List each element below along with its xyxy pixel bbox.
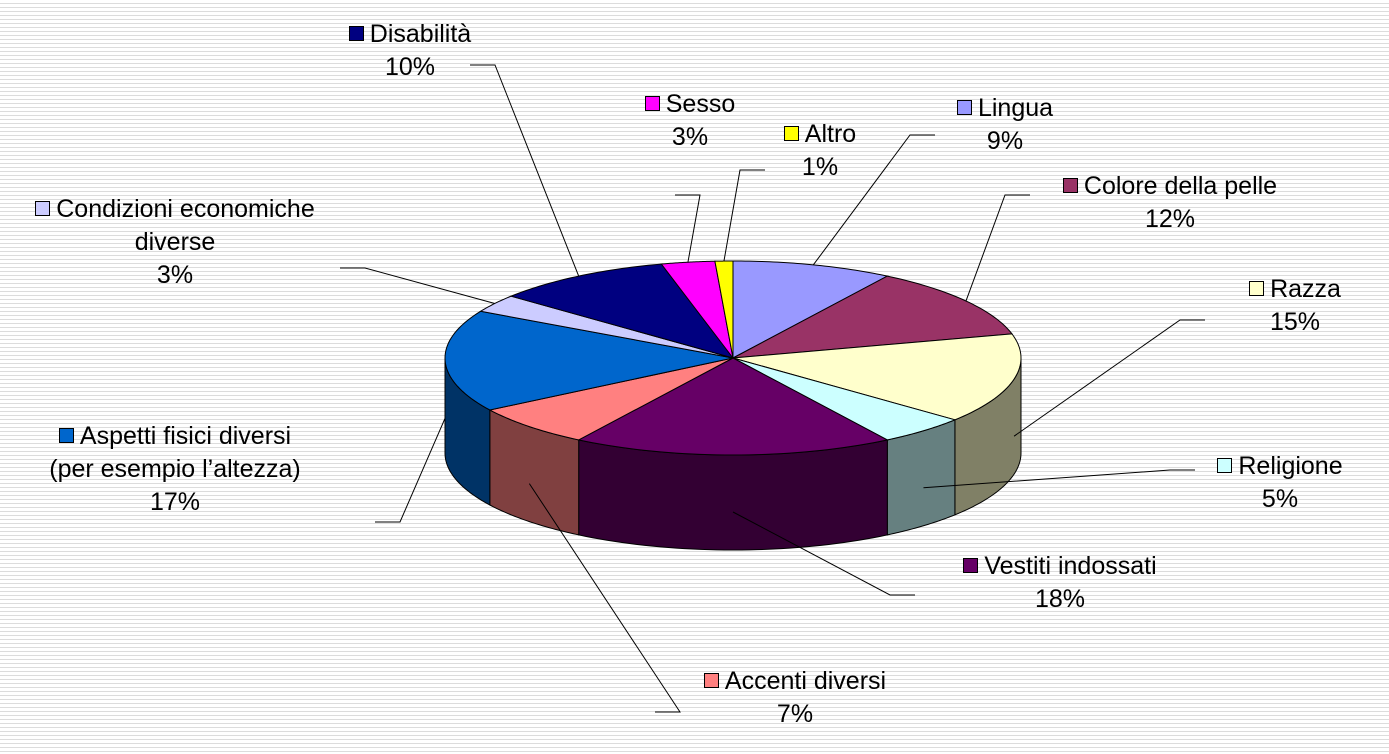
leader-line <box>528 483 681 713</box>
legend-swatch <box>1217 458 1233 473</box>
leader-line <box>675 194 701 263</box>
legend-swatch <box>956 100 972 115</box>
legend-entry: Colore della pelle <box>1020 170 1320 203</box>
slice-label: Religione 5% <box>1195 450 1365 516</box>
category-label: Sesso <box>665 90 736 118</box>
legend-swatch <box>783 126 799 141</box>
pie-slice <box>714 260 734 359</box>
slice-label: Razza 15% <box>1215 273 1375 339</box>
pie-slice <box>732 333 1022 421</box>
legend-entry: Accenti diversi <box>655 665 935 698</box>
leader-line <box>375 417 446 523</box>
legend-entry: Religione <box>1195 450 1365 483</box>
category-label: Vestiti indossati <box>984 552 1157 580</box>
leader-line <box>470 64 580 277</box>
pie-slice <box>732 275 1013 359</box>
value-label: 3% <box>671 123 709 151</box>
value-label: 12% <box>1144 205 1196 233</box>
slice-label: Accenti diversi 7% <box>655 665 935 731</box>
legend-swatch <box>644 96 660 111</box>
leader-line <box>812 134 935 266</box>
pie-side <box>578 439 888 551</box>
value-label: 7% <box>776 700 814 728</box>
slice-label: Sesso 3% <box>595 88 785 154</box>
leader-line <box>340 267 495 304</box>
legend-swatch <box>963 558 979 573</box>
legend-swatch <box>703 673 719 688</box>
slice-label: Lingua 9% <box>930 92 1080 158</box>
value-label: 15% <box>1269 308 1321 336</box>
legend-entry: Altro <box>745 118 895 151</box>
legend-swatch <box>1062 178 1078 193</box>
leader-line <box>923 469 1195 489</box>
category-label: Aspetti fisici diversi (per esempio l’al… <box>49 422 301 483</box>
legend-swatch <box>58 428 74 443</box>
legend-entry: Sesso <box>595 88 785 121</box>
category-label: Disabilità <box>369 20 472 48</box>
legend-entry: Razza <box>1215 273 1375 306</box>
leader-line <box>732 511 915 596</box>
category-label: Altro <box>804 120 857 148</box>
pie-slice <box>732 357 957 441</box>
slice-label: Condizioni economiche diverse 3% <box>15 193 335 292</box>
value-label: 18% <box>1034 585 1086 613</box>
category-label: Religione <box>1238 452 1343 480</box>
legend-entry: Disabilità <box>290 18 530 51</box>
leader-line <box>965 194 1030 302</box>
slice-label: Aspetti fisici diversi (per esempio l’al… <box>40 420 310 519</box>
value-label: 9% <box>986 127 1024 155</box>
pie-slice <box>577 357 889 456</box>
value-label: 17% <box>149 488 201 516</box>
value-label: 10% <box>384 53 436 81</box>
pie-slice <box>444 310 734 411</box>
category-label: Razza <box>1270 275 1341 303</box>
legend-swatch <box>35 201 51 216</box>
slice-label: Disabilità 10% <box>290 18 530 84</box>
value-label: 3% <box>156 261 194 289</box>
legend-entry: Vestiti indossati <box>910 550 1210 583</box>
category-label: Colore della pelle <box>1083 172 1278 200</box>
pie-slice <box>732 260 889 359</box>
value-label: 5% <box>1261 485 1299 513</box>
legend-swatch <box>1249 281 1265 296</box>
slice-label: Vestiti indossati 18% <box>910 550 1210 616</box>
value-label: 1% <box>801 153 839 181</box>
pie-slice <box>488 357 734 441</box>
legend-entry: Aspetti fisici diversi (per esempio l’al… <box>40 420 310 486</box>
category-label: Condizioni economiche diverse <box>56 195 315 256</box>
leader-line <box>1013 319 1205 437</box>
legend-entry: Condizioni economiche diverse <box>15 193 335 259</box>
legend-entry: Lingua <box>930 92 1080 125</box>
category-label: Accenti diversi <box>724 667 887 695</box>
category-label: Lingua <box>977 94 1054 122</box>
leader-line <box>723 169 765 262</box>
slice-label: Altro 1% <box>745 118 895 184</box>
slice-label: Colore della pelle 12% <box>1020 170 1320 236</box>
legend-swatch <box>348 26 364 41</box>
pie-slice <box>479 295 734 359</box>
